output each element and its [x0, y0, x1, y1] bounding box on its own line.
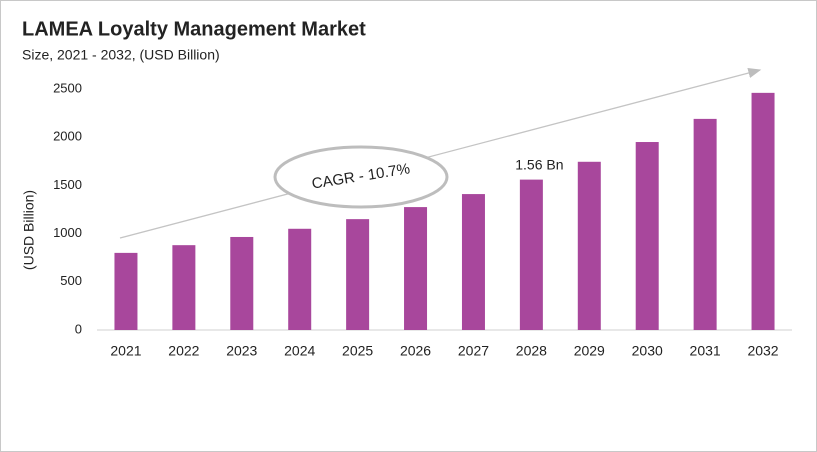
- bar: [461, 194, 485, 330]
- y-tick-label: 2000: [53, 129, 82, 144]
- y-axis-title: (USD Billion): [21, 190, 37, 270]
- x-tick-label: 2026: [400, 343, 431, 359]
- bar: [693, 118, 717, 330]
- value-label: 1.56 Bn: [515, 156, 563, 172]
- x-tick-label: 2025: [342, 343, 373, 359]
- x-tick-label: 2022: [168, 343, 199, 359]
- bar: [114, 252, 138, 330]
- bar: [172, 245, 196, 330]
- y-tick-label: 2500: [53, 80, 82, 95]
- x-tick-label: 2023: [226, 343, 257, 359]
- bar: [230, 236, 254, 330]
- chart-subtitle: Size, 2021 - 2032, (USD Billion): [22, 47, 220, 63]
- bar: [635, 142, 659, 330]
- bar: [519, 179, 543, 330]
- bar: [577, 161, 601, 330]
- x-tick-label: 2032: [747, 343, 778, 359]
- x-tick-label: 2027: [458, 343, 489, 359]
- y-tick-label: 500: [60, 273, 82, 288]
- trend-arrow: [119, 67, 762, 239]
- y-tick-label: 1500: [53, 177, 82, 192]
- bar: [288, 228, 312, 330]
- cagr-ellipse: [273, 145, 449, 209]
- x-tick-label: 2024: [284, 343, 315, 359]
- bar: [751, 92, 775, 330]
- x-tick-label: 2030: [632, 343, 663, 359]
- x-tick-label: 2031: [690, 343, 721, 359]
- x-tick-label: 2028: [516, 343, 547, 359]
- x-tick-label: 2021: [110, 343, 141, 359]
- bar: [346, 219, 370, 330]
- chart-title: LAMEA Loyalty Management Market: [22, 18, 366, 40]
- y-tick-label: 1000: [53, 225, 82, 240]
- x-tick-label: 2029: [574, 343, 605, 359]
- bar: [404, 207, 428, 330]
- y-tick-label: 0: [75, 321, 82, 336]
